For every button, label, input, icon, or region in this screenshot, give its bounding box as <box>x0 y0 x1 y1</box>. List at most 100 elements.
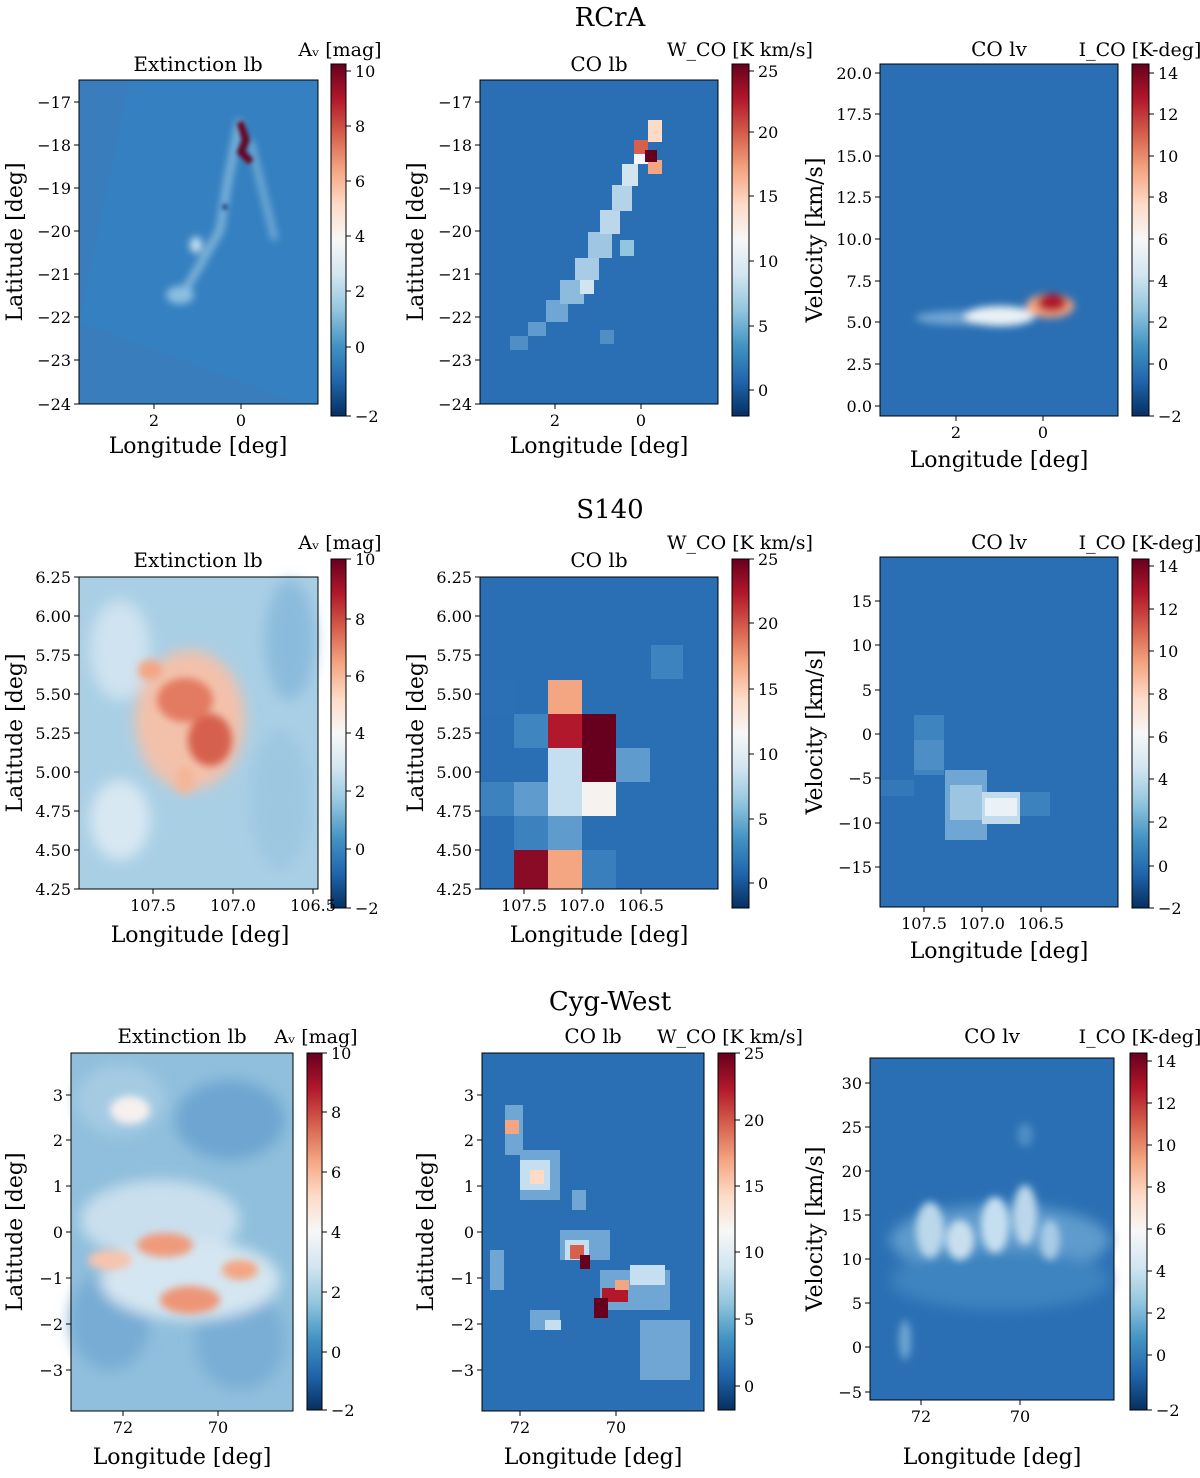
tick-label: 3 <box>53 1086 63 1105</box>
tick-label: 72 <box>510 1418 530 1437</box>
tick-label: −19 <box>438 179 472 198</box>
row-title-cyg-west: Cyg-West <box>549 987 672 1017</box>
tick-label: 2 <box>53 1131 63 1150</box>
tick-label: 0 <box>1158 857 1168 876</box>
tick-label: 5 <box>758 810 768 829</box>
tick-label: 0 <box>355 338 365 357</box>
tick-label: 2 <box>149 411 159 430</box>
tick-label: 6 <box>355 667 365 686</box>
tick-label: 4.25 <box>436 880 472 899</box>
tick-label: 107.0 <box>959 914 1005 933</box>
panel-title: CO lv <box>964 1024 1020 1048</box>
x-axis-label: Longitude [deg] <box>510 923 689 948</box>
panel-cyg-west-extinction <box>70 1052 294 1412</box>
tick-label: 8 <box>1156 1178 1166 1197</box>
tick-label: 0 <box>331 1343 341 1362</box>
tick-label: 10 <box>1158 642 1178 661</box>
tick-label: 6 <box>331 1163 341 1182</box>
panel-title: CO lb <box>564 1024 621 1048</box>
tick-label: −2 <box>355 407 379 426</box>
tick-label: 15 <box>758 680 778 699</box>
x-axis-label: Longitude [deg] <box>109 434 288 459</box>
tick-label: −2 <box>1156 1401 1180 1420</box>
tick-label: 10 <box>852 636 872 655</box>
tick-label: 6.00 <box>436 607 472 626</box>
colorbar-rcra-co-lb: W_CO [K km/s] <box>667 39 813 417</box>
tick-label: 2 <box>464 1131 474 1150</box>
tick-label: 25 <box>744 1044 764 1063</box>
tick-label: 2 <box>1156 1304 1166 1323</box>
tick-label: 5.50 <box>436 685 472 704</box>
tick-label: 12.5 <box>836 188 872 207</box>
tick-label: −24 <box>438 395 472 414</box>
tick-label: 14 <box>1158 557 1178 576</box>
y-axis-label: Latitude [deg] <box>3 653 28 812</box>
tick-label: 10 <box>355 62 375 81</box>
tick-label: −3 <box>39 1361 63 1380</box>
tick-label: 10.0 <box>836 230 872 249</box>
tick-label: 0.0 <box>847 397 872 416</box>
tick-label: −2 <box>450 1315 474 1334</box>
tick-label: 4.50 <box>436 841 472 860</box>
panel-rcra-co-lb <box>479 79 719 405</box>
ticks: 2 0−17−18−19−20−21−22−23−242 0−17−18−19−20… <box>35 62 1181 1437</box>
x-axis-label: Longitude [deg] <box>903 1445 1082 1470</box>
tick-label: 107.5 <box>901 914 947 933</box>
tick-label: 5 <box>744 1310 754 1329</box>
tick-label: 8 <box>355 610 365 629</box>
colorbar-cyg-west-co-lb: W_CO [K km/s] <box>657 1026 803 1411</box>
tick-label: −21 <box>37 265 71 284</box>
x-axis-label: Longitude [deg] <box>910 939 1089 964</box>
x-axis-label: Longitude [deg] <box>111 923 290 948</box>
tick-label: 10 <box>758 252 778 271</box>
x-axis-label: Longitude [deg] <box>504 1445 683 1470</box>
panel-title: Extinction lb <box>133 548 262 572</box>
tick-label: 20 <box>758 123 778 142</box>
tick-label: 106.5 <box>618 896 664 915</box>
tick-label: 0 <box>1158 355 1168 374</box>
tick-label: 5.00 <box>35 763 71 782</box>
panel-title: CO lb <box>570 52 627 76</box>
tick-label: 107.5 <box>501 896 547 915</box>
tick-label: −15 <box>838 858 872 877</box>
tick-label: −23 <box>37 351 71 370</box>
tick-label: 70 <box>1010 1407 1030 1426</box>
tick-label: 5.25 <box>35 724 71 743</box>
tick-label: −18 <box>438 136 472 155</box>
colorbar-label: Aᵥ [mag] <box>297 39 381 61</box>
tick-label: 2 <box>550 411 560 430</box>
tick-label: 15 <box>758 187 778 206</box>
panel-title: Extinction lb <box>133 52 262 76</box>
tick-label: 5.0 <box>847 313 872 332</box>
tick-label: −5 <box>838 1383 862 1402</box>
tick-label: −2 <box>1158 899 1182 918</box>
tick-label: 20.0 <box>836 64 872 83</box>
tick-label: 6.25 <box>35 568 71 587</box>
tick-label: −22 <box>438 308 472 327</box>
tick-label: 1 <box>53 1177 63 1196</box>
tick-label: 10 <box>355 550 375 569</box>
tick-label: 106.5 <box>290 896 336 915</box>
tick-label: 0 <box>464 1223 474 1242</box>
colorbar-label: W_CO [K km/s] <box>657 1026 803 1048</box>
tick-label: −18 <box>37 136 71 155</box>
tick-label: 4.75 <box>35 802 71 821</box>
panel-title: CO lv <box>971 37 1027 61</box>
colorbar-label: Aᵥ [mag] <box>297 532 381 554</box>
tick-label: 5.00 <box>436 763 472 782</box>
tick-label: −2 <box>1158 407 1182 426</box>
tick-label: 12 <box>1156 1094 1176 1113</box>
tick-label: 6.00 <box>35 607 71 626</box>
tick-label: 6 <box>1156 1220 1166 1239</box>
y-axis-label: Latitude [deg] <box>404 653 429 812</box>
tick-label: −21 <box>438 265 472 284</box>
panel-s140-co-lv <box>879 556 1119 908</box>
tick-label: 15 <box>842 1206 862 1225</box>
x-axis-label: Longitude [deg] <box>93 1445 272 1470</box>
panel-title: Extinction lb <box>117 1024 246 1048</box>
tick-label: 6 <box>355 172 365 191</box>
tick-label: 8 <box>355 117 365 136</box>
panel-s140-extinction <box>78 576 319 890</box>
tick-label: 0 <box>53 1223 63 1242</box>
tick-label: 20 <box>744 1111 764 1130</box>
